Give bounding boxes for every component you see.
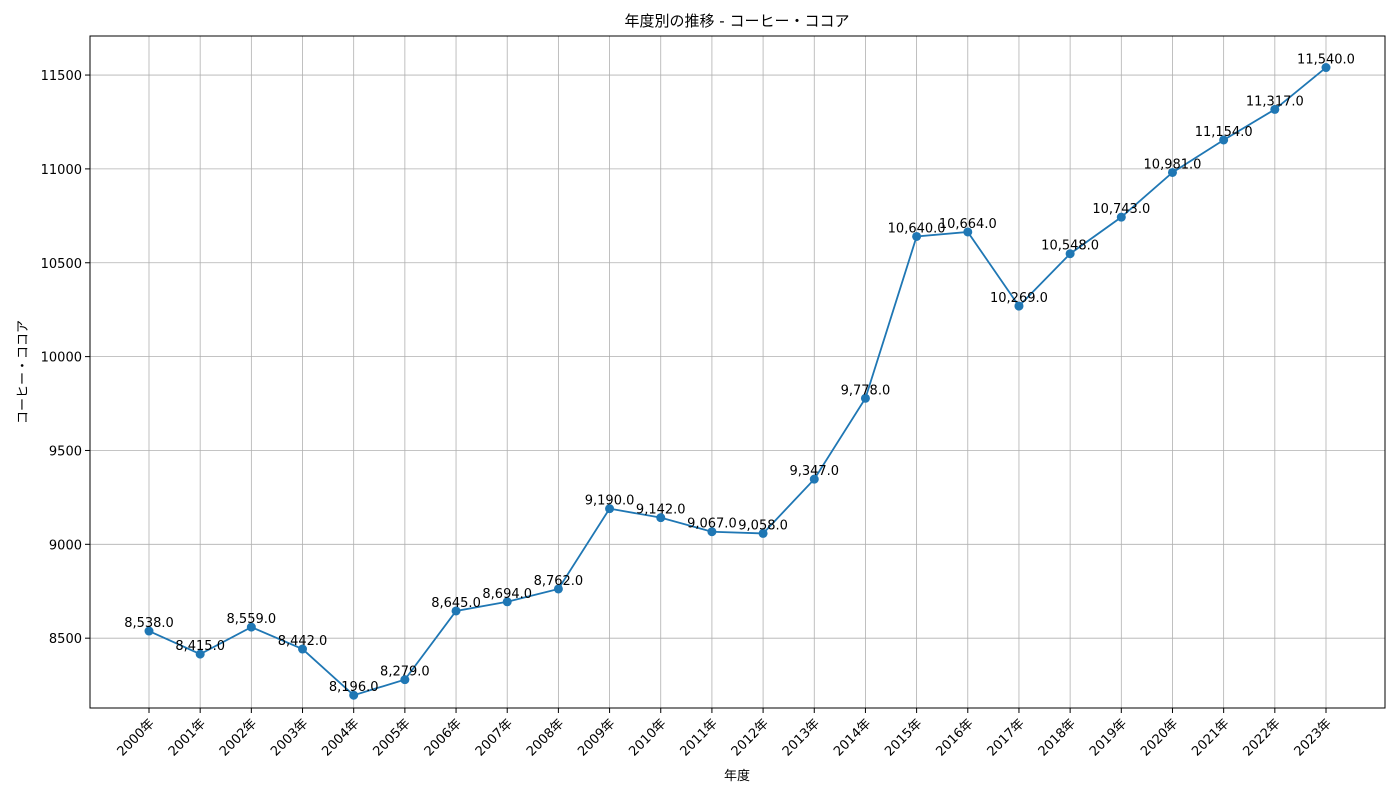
x-tick-label: 2012年 xyxy=(729,716,772,759)
data-point xyxy=(1116,212,1126,222)
x-tick-label: 2016年 xyxy=(933,716,976,759)
y-tick-label: 11000 xyxy=(41,163,82,178)
data-label: 10,664.0 xyxy=(939,217,997,232)
y-tick-label: 10000 xyxy=(41,351,82,366)
data-label: 9,347.0 xyxy=(789,464,839,479)
data-label: 10,981.0 xyxy=(1144,157,1202,172)
data-point xyxy=(1270,104,1280,114)
data-label: 10,269.0 xyxy=(990,291,1048,306)
data-label: 9,058.0 xyxy=(738,518,788,533)
data-label: 10,743.0 xyxy=(1092,202,1150,217)
data-point xyxy=(758,528,768,538)
data-label: 9,142.0 xyxy=(636,503,686,518)
data-label: 8,538.0 xyxy=(124,616,174,631)
axis-ticks: 2000年 2001年 2002年 2003年 2004年 2005年 2006年 2007年… xyxy=(41,69,1335,759)
x-tick-label: 2010年 xyxy=(626,716,669,759)
data-point xyxy=(246,622,256,632)
data-point xyxy=(860,393,870,403)
x-tick-label: 2019年 xyxy=(1087,716,1130,759)
data-point xyxy=(1014,301,1024,311)
data-label: 8,415.0 xyxy=(175,639,225,654)
x-tick-label: 2007年 xyxy=(473,716,516,759)
plot-frame xyxy=(89,35,1386,709)
data-label: 9,190.0 xyxy=(585,494,635,509)
data-point xyxy=(451,606,461,616)
data-label: 8,559.0 xyxy=(227,612,277,627)
data-point xyxy=(349,690,359,700)
x-tick-label: 2022年 xyxy=(1240,716,1283,759)
data-label: 11,540.0 xyxy=(1297,53,1355,68)
data-label: 9,778.0 xyxy=(841,383,891,398)
data-point xyxy=(912,231,922,241)
data-point xyxy=(195,649,205,659)
data-point xyxy=(1321,63,1331,73)
x-tick-label: 2008年 xyxy=(524,716,567,759)
data-point xyxy=(144,626,154,636)
x-tick-label: 2004年 xyxy=(319,716,362,759)
x-tick-label: 2015年 xyxy=(882,716,925,759)
data-point xyxy=(400,675,410,685)
data-label: 8,645.0 xyxy=(431,596,481,611)
data-label: 8,762.0 xyxy=(534,574,584,589)
y-tick-label: 8500 xyxy=(49,632,82,647)
x-tick-label: 2005年 xyxy=(370,716,413,759)
x-tick-label: 2003年 xyxy=(268,716,311,759)
x-tick-label: 2001年 xyxy=(166,716,209,759)
y-tick-label: 11500 xyxy=(41,69,82,84)
data-point xyxy=(707,527,717,537)
y-tick-label: 9000 xyxy=(49,538,82,553)
x-tick-label: 2017年 xyxy=(985,716,1028,759)
data-label: 8,694.0 xyxy=(482,587,532,602)
data-point xyxy=(1065,249,1075,259)
x-tick-label: 2009年 xyxy=(575,716,618,759)
x-tick-label: 2011年 xyxy=(678,716,721,759)
data-label: 11,317.0 xyxy=(1246,94,1304,109)
series-line-group: 8,538.08,415.08,559.08,442.0 8,196.08,279… xyxy=(124,53,1355,700)
chart-title: 年度別の推移 - コーヒー・ココア xyxy=(625,12,850,30)
data-point xyxy=(656,513,666,523)
x-axis-label: 年度 xyxy=(724,768,750,784)
x-tick-label: 2000年 xyxy=(115,716,158,759)
data-point xyxy=(502,597,512,607)
x-tick-label: 2020年 xyxy=(1138,716,1181,759)
data-point xyxy=(605,504,615,514)
data-point xyxy=(963,227,973,237)
data-point xyxy=(298,644,308,654)
x-tick-label: 2006年 xyxy=(422,716,465,759)
y-tick-label: 9500 xyxy=(49,444,82,459)
x-tick-label: 2023年 xyxy=(1292,716,1335,759)
x-tick-label: 2002年 xyxy=(217,716,260,759)
series-line xyxy=(148,66,1327,697)
y-axis-label: コーヒー・ココア xyxy=(16,320,31,424)
data-label: 10,548.0 xyxy=(1041,239,1099,254)
grid-lines xyxy=(90,36,1385,708)
data-point xyxy=(553,584,563,594)
data-label: 10,640.0 xyxy=(888,221,946,236)
data-label: 8,442.0 xyxy=(278,634,328,649)
x-tick-label: 2013年 xyxy=(780,716,823,759)
data-label: 9,067.0 xyxy=(687,517,737,532)
x-tick-label: 2018年 xyxy=(1036,716,1079,759)
data-label: 8,196.0 xyxy=(329,680,379,695)
data-point xyxy=(809,474,819,484)
x-tick-label: 2021年 xyxy=(1189,716,1232,759)
data-label: 11,154.0 xyxy=(1195,125,1253,140)
x-tick-label: 2014年 xyxy=(831,716,874,759)
data-label: 8,279.0 xyxy=(380,665,430,680)
y-tick-label: 10500 xyxy=(41,257,82,272)
data-point xyxy=(1167,167,1177,177)
data-point xyxy=(1219,135,1229,145)
